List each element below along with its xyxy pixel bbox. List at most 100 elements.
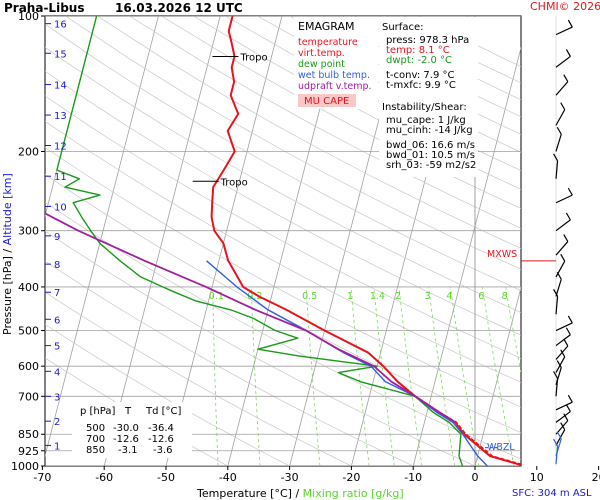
sfc-elevation: SFC: 304 m ASL — [512, 488, 592, 499]
wind-barb — [555, 378, 559, 397]
mixing-ratio-line — [481, 286, 515, 466]
wind-barb-feather — [556, 271, 562, 280]
altitude-label: 15 — [54, 49, 67, 60]
altitude-label: 1 — [54, 441, 60, 452]
wind-barb — [555, 356, 566, 373]
y-tick-label: 700 — [18, 390, 39, 403]
datetime: 16.03.2026 12 UTC — [115, 1, 243, 15]
dry-adiabat — [45, 95, 521, 359]
table-row-t: -12.6 — [113, 434, 139, 445]
wind-barb-feather — [553, 153, 559, 162]
wind-barb-feather — [565, 212, 571, 221]
altitude-label: 6 — [54, 315, 60, 326]
series-dew-point — [56, 16, 464, 466]
table-header-td: Td [°C] — [145, 406, 182, 417]
y-tick-label: 300 — [18, 225, 39, 238]
altitude-label: 14 — [54, 81, 67, 92]
dry-adiabat — [45, 120, 521, 383]
wind-barb — [555, 401, 573, 411]
mu-cape-label: MU CAPE — [304, 96, 349, 107]
legend-updraft: udpraft v.temp. — [298, 81, 372, 92]
isotherm-line — [474, 285, 521, 466]
legend-wet-bulb: wet bulb temp. — [298, 70, 370, 81]
mixing-ratio-label: 20 — [580, 291, 592, 302]
chart-title: EMAGRAM — [298, 20, 355, 33]
y-tick-label: 200 — [18, 145, 39, 158]
wind-barb — [555, 134, 562, 152]
mixing-ratio-line — [505, 286, 521, 375]
mixing-ratio-line — [350, 286, 370, 466]
wind-barb — [555, 279, 562, 297]
dry-adiabat — [45, 70, 521, 336]
wind-barb — [555, 241, 569, 256]
mixing-ratio-line — [212, 286, 219, 466]
srh-03: srh_03: -59 m2/s2 — [386, 160, 476, 171]
wind-barb — [555, 411, 571, 423]
table-header-p: p [hPa] — [80, 406, 115, 417]
wind-barb-feather — [567, 187, 573, 196]
mixing-ratio-label: 1.4 — [370, 291, 385, 302]
wind-barbs-panel — [480, 16, 573, 466]
surface-dwpt: dwpt: -2.0 °C — [386, 55, 452, 66]
wind-barb-feather — [560, 422, 566, 430]
mixing-ratio-label: 2 — [395, 291, 401, 302]
y-tick-label: 600 — [18, 360, 39, 373]
mixing-ratio-line — [559, 287, 600, 466]
x-tick-label: -50 — [157, 471, 175, 484]
surface-temp: temp: 8.1 °C — [386, 45, 450, 56]
wind-barb-feather — [553, 289, 559, 297]
mixing-ratio-label: 6 — [478, 291, 484, 302]
station-name: Praha-Libus — [4, 1, 84, 15]
wind-barb-feather — [556, 431, 562, 440]
mixing-ratio-lines: 0.10.20.511.4234681012152025 — [209, 286, 600, 466]
dry-adiabat — [129, 16, 521, 229]
y-tick-label: 400 — [18, 281, 39, 294]
y-tick-label: 850 — [18, 428, 39, 441]
wind-barb — [555, 322, 573, 332]
y-tick-label: 500 — [18, 325, 39, 338]
mixing-ratio-label: 3 — [425, 291, 431, 302]
series-udpraft-v-temp- — [45, 212, 456, 424]
mixing-ratio-label: 0.2 — [247, 291, 262, 302]
dry-adiabat — [45, 174, 521, 434]
altitude-label: 4 — [54, 367, 60, 378]
x-tick-label: -10 — [404, 471, 422, 484]
y-tick-label: 925 — [18, 445, 39, 458]
x-tick-label: -20 — [342, 471, 360, 484]
mixing-ratio-line — [584, 287, 600, 466]
wind-barb — [555, 446, 559, 465]
table-header-t: T — [124, 406, 132, 417]
table-row-p: 850 — [86, 445, 105, 456]
surface-tmxfc: t-mxfc: 9.9 °C — [386, 80, 456, 91]
wind-barb-feather — [567, 19, 573, 28]
mixing-ratio-label: 10 — [520, 291, 532, 302]
altitude-label: 5 — [54, 342, 60, 353]
mixing-ratio-label: 8 — [502, 291, 508, 302]
bwd-01: bwd_01: 10.5 m/s — [386, 150, 475, 161]
wind-barb-feather — [556, 360, 562, 368]
legend-virt-temp: virt.temp. — [298, 48, 345, 59]
wind-barb — [555, 219, 571, 232]
mu-cape-badge — [298, 94, 356, 107]
x-tick-label: -40 — [219, 471, 237, 484]
wind-barb — [555, 260, 566, 278]
dry-adiabat — [97, 16, 521, 249]
wind-barb-feather — [556, 126, 562, 135]
wind-barb — [555, 109, 566, 126]
mixing-ratio-label: 12 — [536, 291, 548, 302]
wind-barb — [555, 194, 573, 204]
y-tick-label: 1000 — [11, 460, 39, 473]
mixing-ratio-label: 0.5 — [302, 291, 317, 302]
wind-barb-feather — [563, 234, 569, 242]
wind-barb — [555, 160, 559, 179]
table-row-td: -12.6 — [148, 434, 174, 445]
x-tick-label: 0 — [472, 471, 479, 484]
table-row-p: 500 — [86, 423, 105, 434]
mixing-ratio-label: 0.1 — [209, 291, 224, 302]
wind-barb-feather — [565, 327, 571, 336]
dry-adiabat — [45, 23, 521, 291]
table-row-td: -36.4 — [148, 423, 174, 434]
pressure-table-bg — [72, 402, 192, 458]
